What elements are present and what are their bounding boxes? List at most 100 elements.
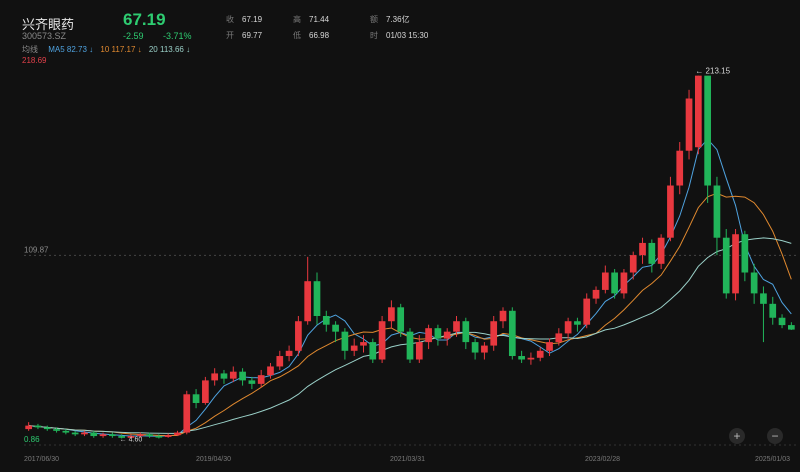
stat-time: 时 01/03 15:30: [370, 30, 428, 41]
candle-body: [25, 425, 32, 430]
candle-body: [574, 321, 581, 325]
candle-body: [211, 373, 219, 381]
candle-body: [295, 321, 302, 351]
candle-body: [620, 272, 628, 294]
stat-low: 低 66.98: [293, 30, 329, 41]
candle-body: [62, 430, 70, 433]
candle-body: [453, 321, 460, 332]
candle-body: [332, 324, 339, 332]
candle-body: [229, 371, 237, 379]
candle-body: [629, 255, 637, 273]
candle-body: [760, 293, 767, 304]
stock-name[interactable]: 兴齐眼药: [22, 17, 75, 32]
candle-body: [676, 150, 684, 186]
candle-body: [136, 434, 144, 437]
candle-body: [81, 432, 88, 435]
y-axis-max: 218.69: [22, 56, 47, 65]
stat-time-label: 时: [370, 31, 378, 40]
stat-turnover-label: 额: [370, 15, 378, 24]
candle-body: [322, 316, 330, 325]
current-price: 67.19: [123, 10, 166, 29]
stat-turnover: 额 7.36亿: [370, 14, 410, 25]
stat-time-value: 01/03 15:30: [386, 31, 429, 40]
candle-body: [53, 429, 60, 431]
candle-body: [109, 434, 116, 437]
candle-body: [778, 317, 786, 326]
candle-body: [555, 333, 563, 343]
candle-body: [406, 331, 414, 360]
candle-body: [741, 234, 749, 273]
candle-body: [546, 342, 553, 351]
zoom-in-button[interactable]: +: [729, 428, 745, 444]
candle-body: [536, 350, 544, 358]
candle-body: [657, 237, 665, 264]
candle-body: [750, 272, 758, 294]
candle-body: [304, 281, 312, 322]
stat-close-value: 67.19: [242, 15, 263, 24]
candle-body: [685, 98, 693, 151]
candle-body: [34, 425, 42, 428]
candle-body: [527, 357, 535, 360]
candle-body: [415, 342, 423, 360]
ma5-value: MA5 82.73 ↓: [48, 45, 94, 54]
candle-body: [471, 342, 479, 353]
candle-body: [350, 345, 358, 351]
candle-body: [732, 234, 739, 294]
candle-body: [118, 436, 126, 438]
candle-body: [248, 380, 256, 384]
price-change-pct: -3.71%: [163, 31, 192, 41]
stat-open: 开 69.77: [226, 30, 262, 41]
candle-body: [71, 432, 79, 435]
candle-body: [499, 310, 507, 322]
candle-body: [490, 321, 498, 346]
candle-body: [146, 434, 153, 437]
stat-low-label: 低: [293, 31, 301, 40]
candle-body: [592, 289, 600, 299]
candle-body: [564, 321, 572, 334]
stat-open-label: 开: [226, 31, 234, 40]
ma20-value: 20 113.66 ↓: [148, 45, 191, 54]
stat-close: 收 67.19: [226, 14, 262, 25]
candle-body: [667, 185, 674, 238]
y-axis-mid-label: 109.87: [24, 245, 49, 254]
candle-body: [648, 242, 656, 264]
candle-body: [769, 303, 777, 318]
price-change: -2.59: [123, 31, 144, 41]
candle-body: [518, 356, 525, 360]
candle-body: [481, 345, 488, 353]
quote-header: 兴齐眼药 300573.SZ 67.19 -2.59 -3.71% 收 67.19…: [0, 0, 800, 65]
candle-body: [183, 394, 191, 433]
candle-body: [462, 321, 470, 343]
high-annotation: ← 213.15: [695, 67, 730, 76]
ma-legend[interactable]: 均线 MA5 82.73 ↓ 10 117.17 ↓ 20 113.66 ↓: [22, 44, 190, 55]
stat-close-label: 收: [226, 15, 234, 24]
candle-body: [43, 427, 51, 430]
candle-body: [788, 325, 795, 330]
zoom-out-button[interactable]: −: [767, 428, 783, 444]
x-axis-label: 2023/02/28: [585, 456, 620, 463]
ma10-value: 10 117.17 ↓: [100, 45, 142, 54]
ma10-line: [28, 192, 792, 436]
candle-body: [722, 237, 730, 294]
candle-body: [90, 432, 98, 437]
candle-body: [276, 356, 284, 367]
candle-body: [434, 328, 442, 339]
low-annotation: ← 4.60: [120, 436, 143, 443]
candle-body: [694, 75, 702, 148]
candle-body: [360, 342, 367, 346]
ma-legend-label: 均线: [22, 45, 38, 54]
candle-body: [378, 321, 386, 360]
x-axis-label: 2021/03/31: [390, 456, 425, 463]
candle-body: [155, 436, 163, 438]
candle-body: [388, 307, 395, 322]
candle-body: [341, 331, 349, 351]
candle-body: [369, 342, 377, 360]
candle-body: [220, 373, 228, 379]
candle-body: [508, 310, 516, 357]
candle-body: [443, 331, 451, 339]
y-axis-min-label: 0.86: [24, 435, 40, 444]
stat-high: 高 71.44: [293, 14, 329, 25]
stat-high-label: 高: [293, 15, 301, 24]
